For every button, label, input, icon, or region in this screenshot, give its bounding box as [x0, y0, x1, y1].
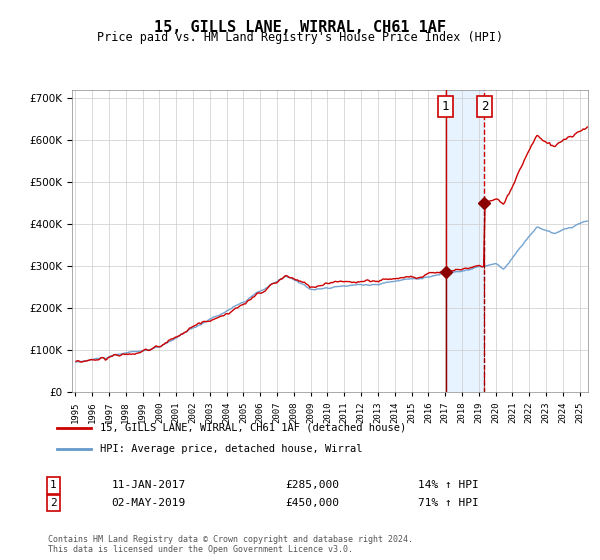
Text: 2: 2 — [50, 498, 56, 508]
Text: 11-JAN-2017: 11-JAN-2017 — [112, 480, 185, 490]
Text: 1: 1 — [442, 100, 449, 113]
Text: Price paid vs. HM Land Registry's House Price Index (HPI): Price paid vs. HM Land Registry's House … — [97, 31, 503, 44]
Text: Contains HM Land Registry data © Crown copyright and database right 2024.
This d: Contains HM Land Registry data © Crown c… — [48, 535, 413, 554]
Text: 15, GILLS LANE, WIRRAL, CH61 1AF (detached house): 15, GILLS LANE, WIRRAL, CH61 1AF (detach… — [100, 423, 406, 433]
Text: 15, GILLS LANE, WIRRAL, CH61 1AF: 15, GILLS LANE, WIRRAL, CH61 1AF — [154, 20, 446, 35]
Text: 71% ↑ HPI: 71% ↑ HPI — [418, 498, 478, 508]
Text: 2: 2 — [481, 100, 488, 113]
Text: 14% ↑ HPI: 14% ↑ HPI — [418, 480, 478, 490]
Text: £285,000: £285,000 — [286, 480, 340, 490]
Text: 1: 1 — [50, 480, 56, 490]
Text: 02-MAY-2019: 02-MAY-2019 — [112, 498, 185, 508]
Bar — [446, 90, 484, 392]
Text: £450,000: £450,000 — [286, 498, 340, 508]
Text: HPI: Average price, detached house, Wirral: HPI: Average price, detached house, Wirr… — [100, 444, 362, 454]
